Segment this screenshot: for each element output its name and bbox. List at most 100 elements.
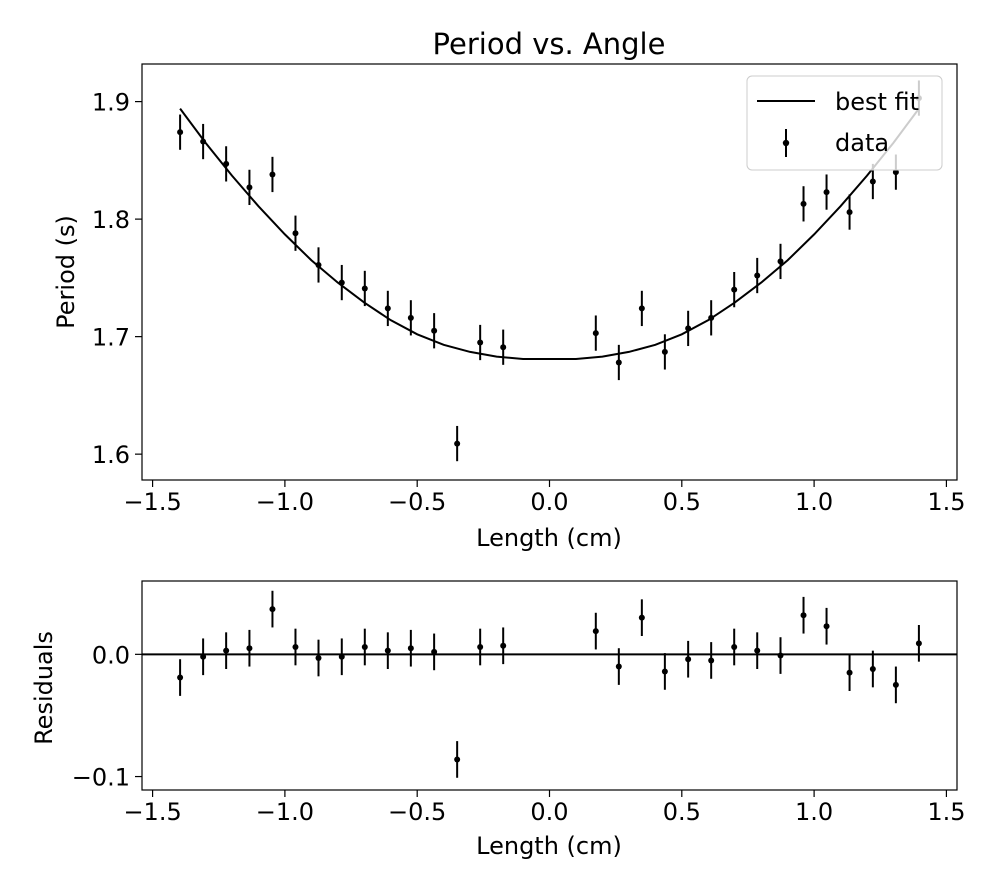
residual-data-point	[661, 668, 668, 675]
residual-x-tick-label: −1.5	[123, 798, 181, 826]
residual-data-point	[200, 653, 207, 660]
residual-data-point	[846, 669, 853, 676]
bottom-y-axis-label: Residuals	[30, 631, 58, 745]
residual-data-point	[361, 644, 368, 650]
residual-data-point	[731, 644, 738, 650]
top-y-tick-label: 1.6	[92, 441, 130, 469]
residual-x-tick-label: 0.5	[663, 798, 701, 826]
top-data-point	[338, 279, 345, 286]
residual-data-point	[800, 612, 807, 619]
top-data-point	[246, 184, 253, 191]
bottom-plot-area	[141, 580, 958, 791]
top-data-point	[269, 171, 276, 178]
top-data-point	[731, 286, 738, 293]
top-data-point	[754, 272, 761, 279]
residuals-panel: −1.5 −1.0 −0.5 0.0 0.5 1.0 1.5 −0.1 0.0 Length …	[30, 580, 966, 860]
chart-title: Period vs. Angle	[433, 27, 666, 61]
residual-data-point	[338, 653, 345, 660]
top-data-point	[177, 129, 184, 136]
residual-data-point	[223, 647, 230, 654]
top-y-tick-label: 1.7	[92, 324, 130, 352]
top-data-point	[431, 327, 438, 334]
residual-x-tick-label: 1.0	[795, 798, 833, 826]
residual-data-point	[269, 606, 276, 613]
top-data-point	[869, 178, 876, 185]
top-data-point	[615, 359, 622, 366]
residual-points-layer	[177, 590, 922, 778]
residual-data-point	[407, 645, 414, 652]
top-data-point	[500, 344, 507, 351]
top-data-point	[361, 285, 368, 292]
legend-best-fit-label: best fit	[835, 88, 919, 116]
top-x-axis-label: Length (cm)	[476, 524, 622, 552]
top-x-tick-label: 1.5	[927, 488, 965, 516]
top-data-point	[638, 305, 645, 312]
period-vs-angle-panel: Period vs. Angle −1.5 −1.0 −0.5 0.0 0.5 1.0 1.…	[52, 27, 966, 552]
residual-x-tick-label: 1.5	[927, 798, 965, 826]
residual-data-point	[431, 648, 438, 655]
top-data-point	[315, 261, 322, 268]
top-data-point	[777, 258, 784, 265]
legend: best fit data	[746, 75, 943, 171]
top-y-tick-label: 1.8	[92, 206, 130, 234]
residual-data-point	[315, 655, 322, 661]
bottom-y-axis-ticks: −0.1 0.0	[72, 641, 142, 792]
residual-y-tick-label: −0.1	[72, 764, 130, 792]
residual-data-point	[500, 642, 507, 649]
top-x-tick-label: 0.0	[530, 488, 568, 516]
top-y-tick-label: 1.9	[92, 89, 130, 117]
residual-data-point	[477, 644, 484, 650]
residual-data-point	[869, 666, 876, 672]
residual-data-point	[292, 644, 299, 650]
top-data-point	[292, 230, 299, 237]
residual-data-point	[638, 614, 645, 621]
top-data-point	[223, 160, 230, 167]
residual-data-point	[615, 663, 622, 670]
residual-data-point	[777, 652, 784, 659]
bottom-x-axis-ticks: −1.5 −1.0 −0.5 0.0 0.5 1.0 1.5	[123, 790, 966, 826]
residual-data-point	[708, 657, 715, 664]
residual-x-tick-label: −0.5	[388, 798, 446, 826]
residual-y-tick-label: 0.0	[92, 641, 130, 669]
residual-data-point	[177, 674, 184, 681]
bottom-x-axis-label: Length (cm)	[476, 832, 622, 860]
legend-data-swatch-marker	[782, 139, 790, 147]
top-x-tick-label: 1.0	[795, 488, 833, 516]
top-x-tick-label: −0.5	[388, 488, 446, 516]
top-x-tick-label: 0.5	[663, 488, 701, 516]
top-data-point	[661, 348, 668, 355]
top-data-point	[477, 339, 484, 346]
residual-data-point	[823, 623, 830, 630]
residual-data-point	[892, 681, 899, 688]
residual-data-point	[246, 645, 253, 652]
legend-box	[746, 75, 943, 171]
residual-x-tick-label: −1.0	[256, 798, 314, 826]
top-data-point	[846, 209, 853, 216]
residual-data-point	[592, 628, 599, 635]
top-data-point	[384, 305, 391, 312]
top-data-point	[823, 189, 830, 196]
top-y-axis-ticks: 1.6 1.7 1.8 1.9	[92, 89, 142, 469]
top-y-axis-label: Period (s)	[52, 215, 80, 329]
top-x-tick-label: −1.5	[123, 488, 181, 516]
top-x-tick-label: −1.0	[256, 488, 314, 516]
best-fit-curve-layer	[179, 108, 920, 360]
top-data-point	[592, 330, 599, 337]
data-points-layer	[177, 80, 922, 462]
residual-data-point	[685, 656, 692, 663]
best-fit-curve	[179, 108, 920, 360]
residual-data-point	[754, 647, 761, 654]
residual-data-point	[384, 647, 391, 654]
top-x-axis-ticks: −1.5 −1.0 −0.5 0.0 0.5 1.0 1.5	[123, 480, 966, 516]
top-data-point	[708, 314, 715, 321]
top-data-point	[454, 440, 461, 447]
top-data-point	[892, 169, 899, 176]
legend-data-label: data	[835, 129, 889, 157]
residual-data-point	[915, 640, 922, 647]
residual-x-tick-label: 0.0	[530, 798, 568, 826]
top-data-point	[685, 325, 692, 332]
top-data-point	[800, 200, 807, 207]
top-data-point	[200, 138, 207, 145]
top-data-point	[407, 314, 414, 321]
